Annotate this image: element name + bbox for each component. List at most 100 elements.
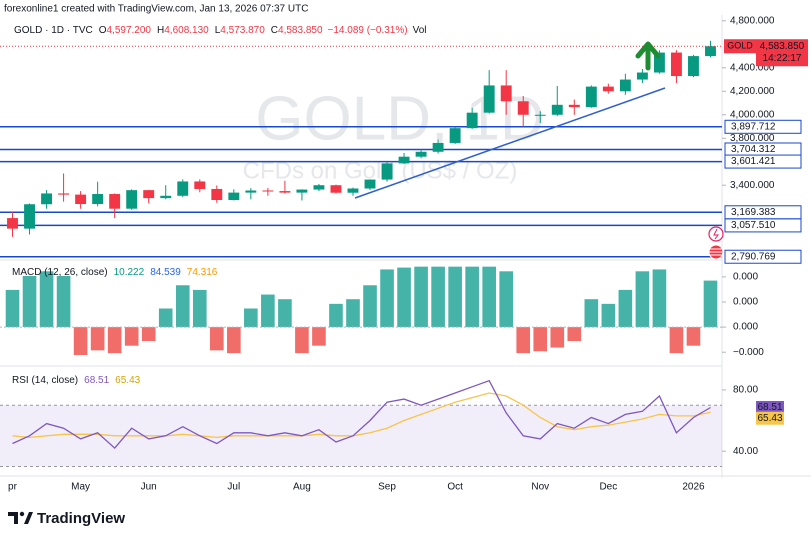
macd-bar — [567, 327, 582, 342]
level-label-box — [724, 154, 802, 169]
candle-body — [619, 79, 631, 92]
x-tick-label: Aug — [293, 482, 311, 493]
candle-body — [517, 101, 529, 115]
rsi-value: 68.51 — [84, 375, 109, 386]
symbol: GOLD · 1D · TVC — [14, 25, 93, 36]
macd-bar — [414, 266, 428, 328]
macd-bar — [550, 327, 565, 348]
ohlc-key: L — [215, 25, 221, 36]
up-arrow — [635, 41, 661, 71]
event-icon — [708, 226, 724, 242]
level-label: 3,057.510 — [731, 220, 776, 231]
change: −14.089 (−0.31%) — [328, 25, 408, 36]
candle-body — [636, 72, 648, 80]
ohlc-value: 4,597.200 — [107, 25, 152, 36]
candle-body — [483, 85, 495, 113]
candle-body — [585, 86, 597, 108]
macd-bar — [397, 267, 411, 328]
x-tick-label: Jun — [141, 482, 157, 493]
volume-label: Vol — [413, 25, 427, 36]
candle-body — [126, 190, 138, 209]
macd-bar — [618, 289, 633, 328]
candle-body — [398, 156, 410, 164]
macd-value: 84.539 — [150, 267, 181, 278]
macd-bar — [158, 308, 173, 328]
attribution: forexonline1 created with TradingView.co… — [4, 4, 308, 15]
macd-bar — [278, 299, 292, 328]
candle-body — [211, 188, 223, 201]
y-tick-label: 3,400.000 — [730, 180, 775, 191]
macd-bar — [73, 327, 88, 355]
ohlc-value: 4,583.850 — [278, 25, 323, 36]
rsi-ma-tag — [756, 411, 784, 425]
candle-body — [296, 189, 308, 193]
macd-bar — [601, 303, 616, 328]
x-tick-label: Sep — [378, 482, 396, 493]
macd-bar — [244, 308, 258, 328]
macd-bar — [107, 327, 122, 354]
event-icon-bolt — [713, 228, 719, 240]
y-tick-label: −0.000 — [733, 347, 764, 358]
candle-body — [688, 56, 699, 77]
x-tick-label: Jul — [227, 482, 240, 493]
footer-brand: TradingView — [37, 510, 125, 527]
macd-bar — [209, 327, 224, 351]
candle-body — [177, 181, 189, 196]
y-tick-label: 3,800.000 — [730, 133, 775, 144]
countdown: 14:22:17 — [763, 53, 802, 64]
x-tick-label: May — [71, 482, 90, 493]
macd-bar — [175, 285, 190, 328]
macd-bar — [124, 327, 139, 346]
logo-mark — [19, 511, 25, 517]
macd-bar — [363, 285, 377, 328]
level-label: 3,601.421 — [731, 156, 776, 167]
level-label: 2,790.769 — [731, 251, 776, 262]
logo-mark — [8, 512, 18, 524]
candle-body — [92, 194, 104, 204]
candle-body — [432, 142, 444, 152]
rsi-tag-label: 68.51 — [757, 402, 782, 413]
candle-body — [670, 52, 682, 77]
macd-value: 74.316 — [187, 267, 218, 278]
y-tick-label: 4,200.000 — [730, 86, 775, 97]
candle-body — [313, 185, 325, 190]
level-label-box — [724, 249, 802, 264]
candle-body — [500, 85, 512, 102]
macd-bar — [346, 299, 360, 328]
rsi-ma-value: 65.43 — [115, 375, 140, 386]
macd-bar — [380, 269, 394, 328]
y-tick-label: 40.00 — [733, 446, 758, 457]
candle-body — [194, 181, 206, 189]
macd-bar — [499, 271, 514, 328]
candle-body — [381, 163, 393, 180]
candle-body — [466, 112, 478, 129]
macd-bar — [482, 266, 496, 328]
macd-bar — [465, 266, 479, 328]
y-tick-label: 80.00 — [733, 385, 758, 396]
rsi-legend: RSI (14, close) 68.51 65.43 — [12, 375, 141, 386]
candle-body — [705, 46, 716, 57]
price-tag-label: 4,583.850 — [760, 41, 805, 52]
x-tick-label: Oct — [447, 482, 463, 493]
price-tag — [756, 39, 808, 67]
candle-body — [7, 218, 18, 229]
macd-bar — [261, 294, 275, 328]
candle-body — [330, 185, 342, 193]
event-icon-flag — [709, 248, 723, 256]
macd-bar — [686, 327, 701, 346]
candle-body — [75, 194, 87, 204]
y-tick-label: 0.000 — [733, 297, 758, 308]
y-tick-label: 4,400.000 — [730, 62, 775, 73]
macd-bar — [584, 299, 599, 328]
logo-mark — [24, 512, 33, 524]
y-tick-label: 4,800.000 — [730, 16, 775, 27]
candle-body — [347, 188, 359, 193]
macd-bar — [90, 327, 105, 351]
macd-bar — [329, 303, 343, 328]
macd-bar — [39, 271, 54, 328]
macd-bar — [312, 327, 326, 346]
candle-body — [109, 194, 121, 209]
macd-bar — [669, 327, 684, 354]
logo — [8, 511, 33, 524]
macd-bar — [56, 275, 71, 328]
